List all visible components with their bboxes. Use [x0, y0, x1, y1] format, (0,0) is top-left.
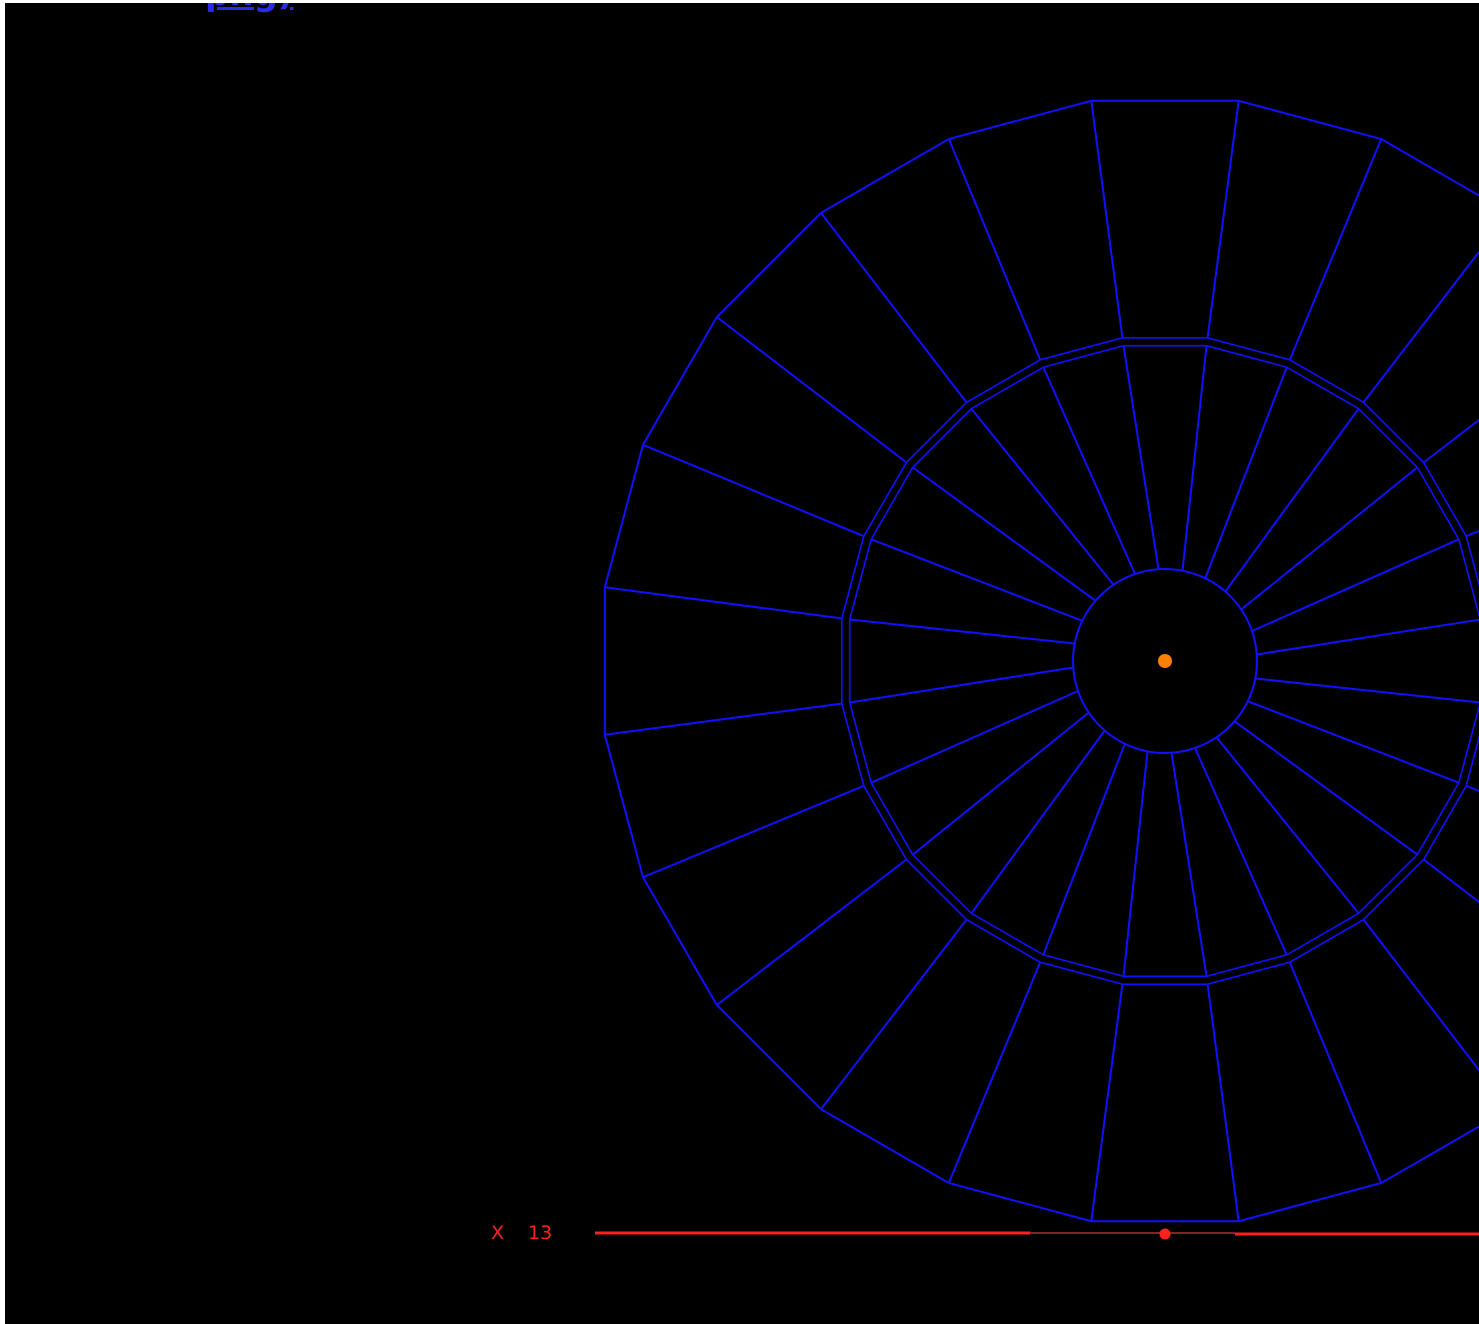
outer-spoke — [642, 784, 865, 879]
slider-handle[interactable] — [1159, 1228, 1171, 1240]
inner-spoke — [1240, 466, 1418, 611]
outer-spoke — [1465, 784, 1479, 793]
inner-spoke — [1122, 345, 1160, 570]
inner-spoke — [1170, 752, 1208, 977]
top-link[interactable]: png) — [205, 3, 293, 11]
inner-spoke — [1042, 743, 1126, 956]
outer-spoke — [1206, 100, 1240, 338]
outer-spoke — [604, 586, 842, 620]
inner-spoke — [1251, 538, 1460, 632]
outer-spoke — [1422, 858, 1479, 904]
outer-spoke — [716, 858, 908, 1006]
position-slider[interactable]: X 13 — [491, 1222, 1479, 1244]
detector-spokes — [604, 100, 1479, 1222]
inner-spoke — [870, 690, 1079, 784]
outer-spoke — [1422, 418, 1479, 464]
inner-spoke — [970, 408, 1115, 586]
outer-spoke — [1362, 918, 1479, 1072]
detector-geometry: X 13 — [491, 99, 1479, 1244]
outer-spoke — [642, 443, 865, 538]
inner-spoke — [1247, 700, 1460, 784]
outer-spoke — [820, 212, 968, 404]
inner-spoke — [912, 466, 1097, 602]
outer-spoke — [1362, 250, 1479, 404]
inner-spoke — [849, 618, 1075, 645]
inner-spoke — [1256, 618, 1479, 656]
center-marker — [1158, 654, 1172, 668]
slider-value: 13 — [528, 1222, 552, 1244]
slider-axis-label: X — [491, 1222, 504, 1244]
outer-spoke — [947, 961, 1042, 1184]
inner-spoke — [1233, 720, 1418, 856]
inner-spoke — [870, 538, 1083, 622]
3d-viewer-canvas[interactable]: X 13 png) — [5, 3, 1479, 1324]
inner-spoke — [1224, 408, 1360, 593]
outer-spoke — [947, 138, 1042, 361]
outer-spoke — [1206, 984, 1240, 1222]
inner-spoke — [970, 729, 1106, 914]
inner-spoke — [912, 711, 1090, 856]
inner-spoke — [849, 666, 1074, 704]
detector-rings — [603, 99, 1479, 1223]
inner-spoke — [1181, 345, 1208, 571]
outer-spoke — [716, 316, 908, 464]
outer-spoke — [1465, 529, 1479, 538]
inner-ring — [1072, 568, 1258, 754]
inner-spoke — [1255, 677, 1479, 704]
outer-spoke — [1288, 961, 1383, 1184]
outer-spoke — [820, 918, 968, 1110]
outer-spoke — [1090, 984, 1124, 1222]
outer-ring — [603, 99, 1479, 1223]
outer-spoke — [1090, 100, 1124, 338]
inner-spoke — [1042, 366, 1136, 575]
inner-spoke — [1215, 736, 1360, 914]
inner-spoke — [1122, 751, 1149, 977]
inner-spoke — [1204, 366, 1288, 579]
outer-spoke — [604, 702, 842, 736]
inner-spoke — [1194, 747, 1288, 956]
outer-spoke — [1288, 138, 1383, 361]
